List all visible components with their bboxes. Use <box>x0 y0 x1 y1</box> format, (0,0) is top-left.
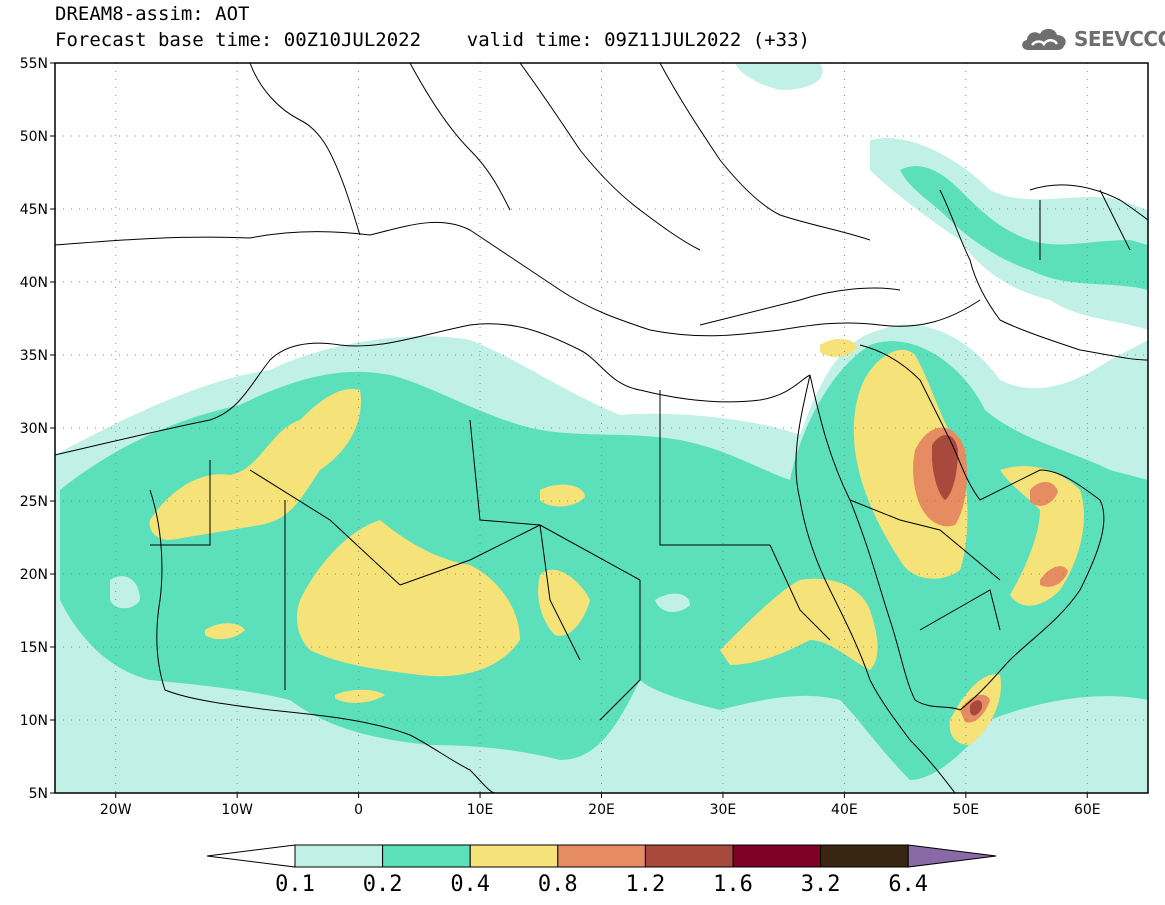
colorbar <box>206 844 997 868</box>
aot-field <box>55 63 1148 793</box>
logo-text: SEEVCCC <box>1074 27 1165 51</box>
latitude-labels: 55N 50N 45N 40N 35N 30N 25N 20N 15N 10N 5N <box>20 56 55 802</box>
colorbar-label: 1.6 <box>713 872 753 897</box>
colorbar-segment <box>557 844 646 868</box>
colorbar-segment <box>820 844 909 868</box>
colorbar-arrow-high <box>907 844 997 868</box>
lon-tick-label: 0 <box>354 802 363 818</box>
colorbar-segment <box>732 844 822 868</box>
colorbar-label: 1.2 <box>626 872 666 897</box>
lat-tick-label: 55N <box>20 56 48 72</box>
colorbar-label: 0.2 <box>363 872 403 897</box>
colorbar-label: 0.1 <box>275 872 315 897</box>
lat-tick-label: 5N <box>29 786 48 802</box>
colorbar-segment <box>644 844 734 868</box>
colorbar-segment <box>294 844 384 868</box>
colorbar-label: 6.4 <box>888 872 928 897</box>
colorbar-arrow-low <box>206 844 296 868</box>
coastlines-borders <box>55 63 1148 793</box>
colorbar-segment <box>469 844 559 868</box>
lon-tick-label: 60E <box>1074 802 1101 818</box>
lon-tick-label: 30E <box>710 802 737 818</box>
lon-tick-label: 20E <box>588 802 615 818</box>
lat-tick-label: 30N <box>20 421 48 437</box>
longitude-labels: 20W 10W 0 10E 20E 30E 40E 50E 60E <box>100 793 1101 818</box>
aot-level-1.2 <box>932 434 983 716</box>
lon-tick-label: 50E <box>952 802 979 818</box>
seevccc-logo: SEEVCCC <box>1018 22 1165 56</box>
lat-tick-label: 35N <box>20 348 48 364</box>
colorbar-label: 3.2 <box>801 872 841 897</box>
map-gridlines <box>55 63 1148 793</box>
lon-tick-label: 20W <box>100 802 132 818</box>
colorbar-segment <box>382 844 471 868</box>
colorbar-label: 0.8 <box>538 872 578 897</box>
cloud-logo-icon <box>1022 28 1066 50</box>
lat-tick-label: 15N <box>20 640 48 656</box>
colorbar-labels: 0.1 0.2 0.4 0.8 1.2 1.6 3.2 6.4 <box>275 872 928 897</box>
forecast-time-line: Forecast base time: 00Z10JUL2022 valid t… <box>55 29 810 51</box>
lat-tick-label: 10N <box>20 713 48 729</box>
lat-tick-label: 50N <box>20 129 48 145</box>
lat-tick-label: 20N <box>20 567 48 583</box>
lat-tick-label: 25N <box>20 494 48 510</box>
lon-tick-label: 10E <box>467 802 494 818</box>
lat-tick-label: 40N <box>20 275 48 291</box>
lat-tick-label: 45N <box>20 202 48 218</box>
map-title: DREAM8-assim: AOT <box>55 3 250 25</box>
lon-tick-label: 10W <box>221 802 253 818</box>
lon-tick-label: 40E <box>831 802 858 818</box>
colorbar-label: 0.4 <box>450 872 490 897</box>
